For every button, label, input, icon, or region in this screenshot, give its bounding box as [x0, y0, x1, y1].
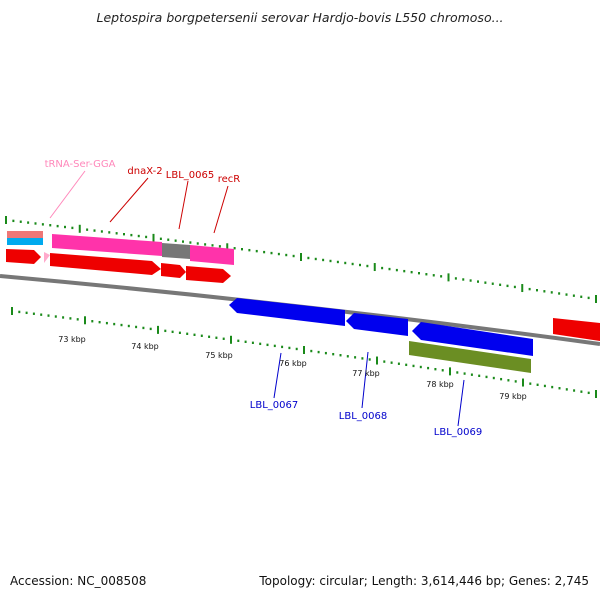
map-title: Leptospira borgpetersenii serovar Hardjo… — [96, 10, 504, 25]
scale-label: 75 kbp — [205, 351, 233, 360]
upper-tick-row — [5, 216, 597, 303]
feature-red-cds-4[interactable] — [186, 266, 231, 283]
feature-blue-cds-3[interactable] — [412, 322, 533, 356]
label-lbl-0068[interactable]: LBL_0068 — [339, 411, 387, 422]
leader-lbl0068 — [361, 351, 369, 409]
scale-label: 78 kbp — [426, 380, 454, 389]
label-lbl-0067[interactable]: LBL_0067 — [250, 400, 298, 411]
scale-labels: 73 kbp 74 kbp 75 kbp 76 kbp 77 kbp 78 kb… — [58, 335, 527, 401]
feature-red-cds-5[interactable] — [553, 318, 600, 341]
label-lbl-0065[interactable]: LBL_0065 — [166, 170, 214, 181]
feature-gray-block[interactable] — [162, 243, 190, 259]
label-dnax-2[interactable]: dnaX-2 — [127, 166, 162, 177]
scale-label: 79 kbp — [499, 392, 527, 401]
leader-lines — [49, 170, 465, 427]
feature-blue-cds-2[interactable] — [346, 313, 408, 336]
leader-lbl0069 — [457, 379, 465, 427]
accession-text: Accession: NC_008508 — [10, 574, 147, 588]
feature-red-cds-1[interactable] — [6, 249, 41, 264]
top-gene-labels: tRNA-Ser-GGA dnaX-2 LBL_0065 recR — [45, 159, 241, 185]
scale-label: 77 kbp — [352, 369, 380, 378]
feature-pink-trna[interactable] — [44, 252, 50, 263]
feature-cyan-block[interactable] — [7, 238, 43, 245]
feature-pink-dnax[interactable] — [52, 234, 162, 256]
scale-label: 74 kbp — [131, 342, 159, 351]
feature-red-cds-3[interactable] — [161, 263, 186, 278]
feature-blue-cds-1[interactable] — [229, 298, 345, 326]
upper-feature-track — [6, 231, 600, 341]
scale-label: 73 kbp — [58, 335, 86, 344]
lower-tick-row — [11, 307, 597, 398]
lower-feature-track — [229, 298, 533, 373]
leader-recr — [213, 185, 229, 234]
label-lbl-0069[interactable]: LBL_0069 — [434, 427, 482, 438]
leader-lbl0065 — [178, 180, 189, 230]
leader-dnax — [109, 177, 149, 223]
bottom-gene-labels: LBL_0067 LBL_0068 LBL_0069 — [250, 400, 482, 438]
feature-red-cds-2[interactable] — [50, 253, 161, 275]
label-recr[interactable]: recR — [218, 174, 241, 185]
feature-olive-block[interactable] — [409, 341, 531, 373]
scale-label: 76 kbp — [279, 359, 307, 368]
leader-trna — [49, 170, 86, 219]
topology-summary: Topology: circular; Length: 3,614,446 bp… — [259, 574, 589, 588]
leader-lbl0067 — [273, 352, 282, 399]
feature-pink-recr[interactable] — [190, 245, 234, 265]
feature-salmon-block[interactable] — [7, 231, 43, 238]
label-trna-ser-gga[interactable]: tRNA-Ser-GGA — [45, 159, 116, 170]
